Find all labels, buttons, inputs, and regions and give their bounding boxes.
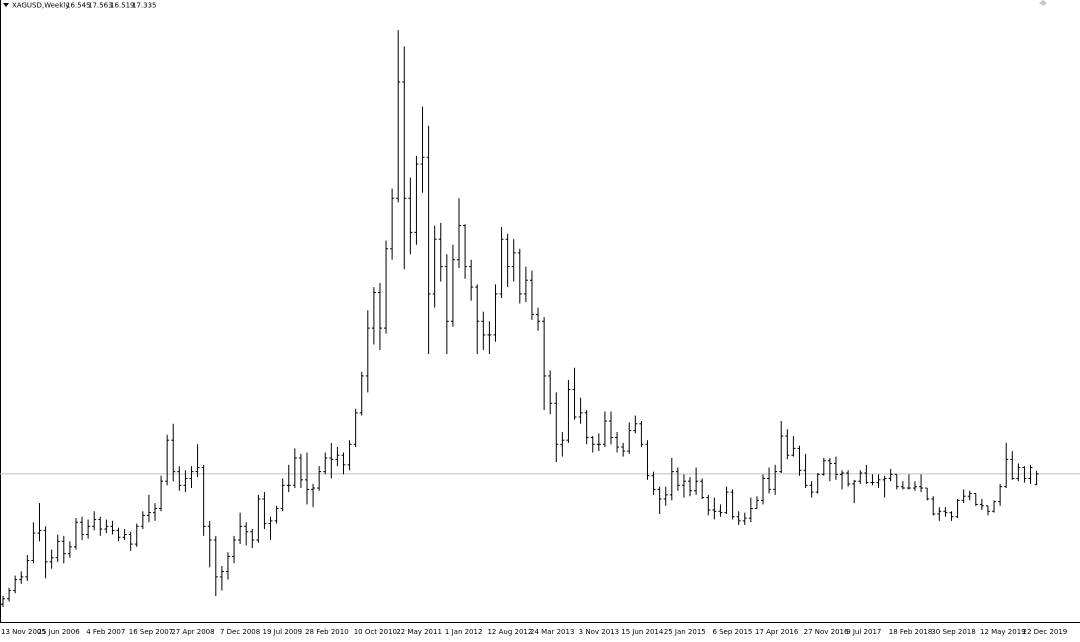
x-tick-label: 28 Feb 2010 (305, 628, 349, 636)
x-tick-label: 27 Apr 2008 (171, 628, 214, 636)
x-tick-label: 6 Sep 2015 (712, 628, 752, 636)
x-tick-label: 3 Nov 2013 (579, 628, 619, 636)
x-tick-label: 13 Nov 2005 (1, 628, 46, 636)
x-tick-label: 27 Nov 2016 (804, 628, 849, 636)
x-tick-label: 9 Jul 2017 (846, 628, 881, 636)
x-tick-label: 25 Jan 2015 (664, 628, 706, 636)
x-tick-label: 12 May 2019 (980, 628, 1026, 636)
x-tick-label: 25 Jun 2006 (38, 628, 81, 636)
x-tick-label: 22 Dec 2019 (1023, 628, 1068, 636)
header-open: 16.545 (66, 2, 91, 10)
header-low: 16.519 (110, 2, 135, 10)
x-tick-label: 15 Jun 2014 (621, 628, 664, 636)
x-tick-label: 1 Jan 2012 (445, 628, 483, 636)
x-tick-label: 22 May 2011 (396, 628, 442, 636)
x-tick-label: 24 Mar 2013 (530, 628, 574, 636)
chart-title: XAGUSD,Weekly (12, 2, 69, 10)
scroll-marker (1039, 0, 1047, 6)
x-tick-label: 10 Oct 2010 (354, 628, 397, 636)
x-tick-label: 30 Sep 2018 (931, 628, 975, 636)
x-tick-label: 17 Apr 2016 (755, 628, 799, 636)
x-tick-label: 18 Feb 2018 (889, 628, 933, 636)
header-high: 17.563 (88, 2, 113, 10)
x-tick-label: 4 Feb 2007 (86, 628, 125, 636)
x-tick-label: 12 Aug 2012 (487, 628, 532, 636)
collapse-arrow[interactable] (3, 3, 9, 7)
x-tick-label: 7 Dec 2008 (220, 628, 260, 636)
x-tick-label: 16 Sep 2007 (129, 628, 173, 636)
header-close: 17.335 (132, 2, 157, 10)
x-tick-label: 19 Jul 2009 (263, 628, 303, 636)
